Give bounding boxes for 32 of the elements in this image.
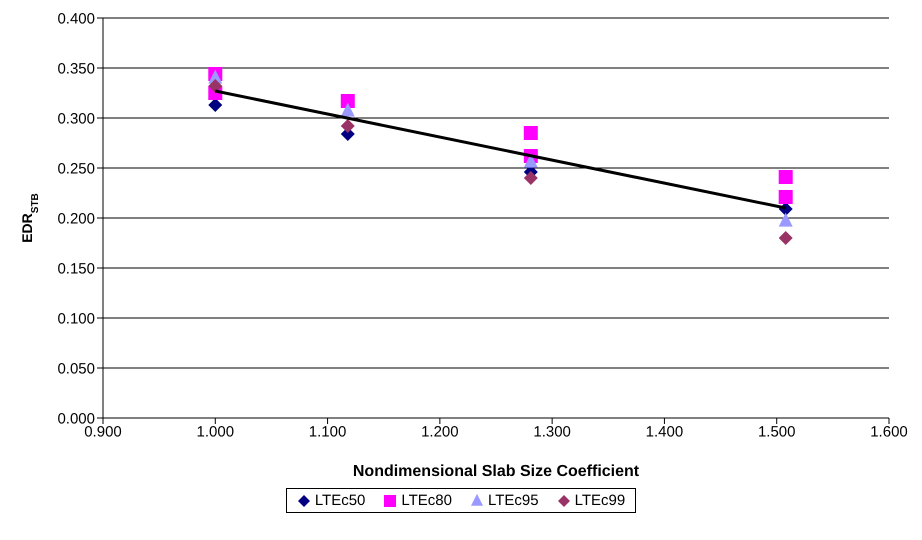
y-tick-label: 0.200 (57, 210, 95, 228)
point (778, 170, 793, 184)
point (778, 231, 793, 245)
x-tick-label: 1.000 (196, 424, 234, 441)
x-axis-title: Nondimensional Slab Size Coefficient (352, 463, 640, 480)
legend-label: LTEc80 (400, 492, 452, 509)
point (340, 102, 355, 117)
point (524, 171, 538, 185)
x-tick-label: 1.200 (421, 424, 459, 441)
point (524, 154, 538, 168)
y-tick-label: 0.100 (57, 310, 95, 328)
y-tick-label: 0.400 (57, 10, 95, 28)
y-tick-label: 0.300 (57, 110, 95, 128)
x-tick-label: 1.300 (533, 424, 571, 441)
legend-label: LTEc95 (487, 492, 539, 509)
point (208, 98, 222, 112)
x-tick-label: 1.100 (308, 424, 346, 441)
point (208, 79, 222, 93)
y-tick-label: 0.150 (57, 260, 95, 278)
point (340, 94, 355, 108)
legend-label: LTEc50 (314, 492, 366, 509)
y-tick-label: 0.050 (57, 360, 95, 378)
point (778, 190, 793, 204)
x-tick-label: 1.600 (870, 424, 908, 441)
y-tick-label: 0.350 (57, 60, 95, 78)
point (524, 126, 538, 140)
legend-label: LTEc99 (574, 492, 626, 509)
y-tick-label: 0.250 (57, 160, 95, 178)
x-tick-label: 1.400 (646, 424, 684, 441)
x-tick-label: 1.500 (758, 424, 796, 441)
point (778, 212, 793, 227)
point (340, 119, 355, 133)
